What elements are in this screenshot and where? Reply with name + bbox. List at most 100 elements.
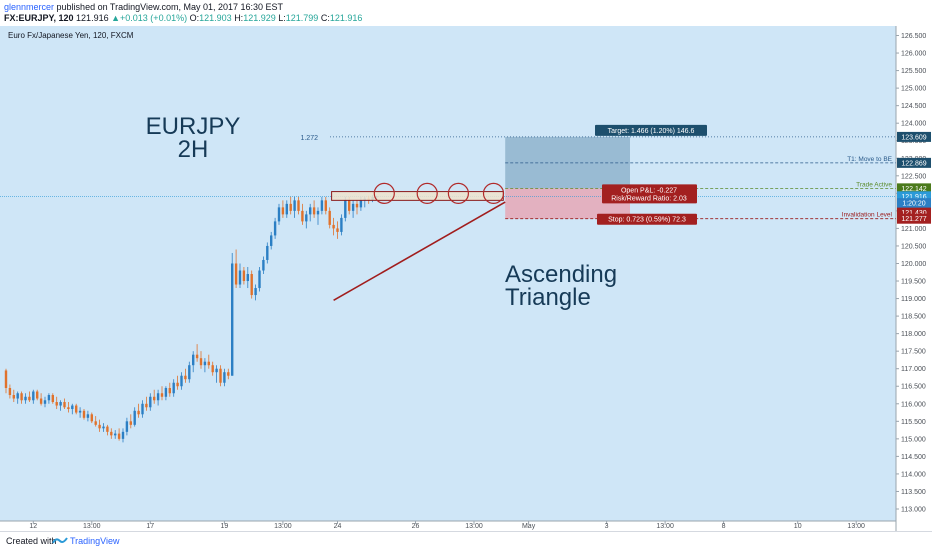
- candle-body: [203, 361, 207, 366]
- price-badge: [897, 198, 931, 209]
- candle-body: [43, 400, 47, 404]
- candle-body: [285, 203, 288, 215]
- candle-body: [246, 274, 249, 282]
- candle-body: [20, 393, 23, 401]
- price-tick-label: 119.500: [901, 279, 926, 286]
- plot-area[interactable]: [0, 26, 896, 521]
- candle-body: [289, 203, 292, 211]
- candle-body: [336, 228, 339, 232]
- ascending-trendline: [333, 201, 506, 302]
- candle-body: [16, 393, 19, 399]
- pnl-label-box: [602, 184, 697, 204]
- price-badge-label: 122.869: [901, 160, 926, 167]
- price-axis[interactable]: [896, 26, 932, 531]
- level-label: T1: Move to BE: [847, 156, 892, 163]
- high-label: H:: [234, 13, 244, 23]
- candle-body: [297, 200, 300, 211]
- time-tick-label: 17: [146, 523, 154, 530]
- symbol-label: FX:EURJPY, 120: [4, 13, 74, 23]
- price-tick-label: 125.500: [901, 68, 926, 75]
- time-tick-label: 19: [221, 523, 229, 530]
- candle-body: [254, 288, 257, 296]
- target-label: Target: 1.466 (1.20%) 146.6: [608, 128, 695, 135]
- candle-body: [328, 210, 331, 225]
- price-badge-label: 121.430: [901, 210, 926, 217]
- candle-body: [195, 354, 199, 359]
- candle-body: [231, 263, 234, 376]
- candle-body: [324, 200, 327, 211]
- candle-body: [234, 263, 238, 285]
- candle-body: [305, 214, 308, 222]
- tradingview-brand-link[interactable]: TradingView: [70, 536, 120, 546]
- author-link[interactable]: glennmercer: [4, 2, 55, 12]
- time-axis[interactable]: [0, 521, 896, 531]
- candle-body: [156, 393, 160, 401]
- candle-body: [316, 210, 320, 215]
- candle-body: [168, 387, 171, 394]
- price-tick-label: 114.500: [901, 454, 926, 461]
- candle-body: [277, 207, 281, 222]
- candle-body: [90, 414, 93, 422]
- price-tick-label: 113.500: [901, 489, 926, 496]
- price-tick-label: 117.000: [901, 366, 926, 373]
- candle-body: [82, 410, 86, 418]
- candle-body: [211, 365, 214, 373]
- touch-circle: [416, 182, 438, 204]
- candle-body: [117, 433, 121, 439]
- candle-body: [129, 421, 132, 425]
- candle-body: [320, 200, 324, 211]
- candle-body: [160, 393, 164, 397]
- price-tick-label: 115.000: [901, 436, 926, 443]
- candle-body: [125, 421, 129, 432]
- candle-body: [351, 203, 355, 211]
- candle-body: [258, 270, 261, 289]
- time-tick-label: 13:00: [847, 523, 865, 530]
- time-tick-label: 13:00: [656, 523, 674, 530]
- candle-body: [63, 402, 66, 408]
- candle-body: [172, 382, 175, 394]
- fib-level-label: 1.272: [300, 135, 318, 142]
- price-tick-label: 126.500: [901, 33, 926, 40]
- price-badge: [897, 131, 931, 142]
- candle-body: [273, 221, 277, 236]
- price-chart[interactable]: 1.272 T1: Move to BE Trade Active Invalidat…: [0, 26, 932, 531]
- candle-body: [4, 370, 8, 388]
- candle-body: [340, 217, 343, 232]
- price-badge-label: 121.916: [901, 194, 926, 201]
- candle-body: [301, 210, 304, 222]
- publish-line: glennmercer published on TradingView.com…: [4, 2, 283, 12]
- candle-body: [67, 407, 70, 410]
- candle-body: [344, 200, 347, 218]
- open-label: O:: [189, 13, 200, 23]
- candle-body: [137, 410, 140, 415]
- candle-body: [250, 274, 253, 296]
- candle-body: [215, 368, 218, 373]
- candle-body: [281, 207, 285, 215]
- low-value: 121.799: [285, 13, 319, 23]
- candle-body: [55, 402, 58, 406]
- candle-body: [184, 375, 187, 380]
- touch-circle: [373, 182, 395, 204]
- price-tick-label: 116.000: [901, 401, 926, 408]
- price-tick-label: 125.000: [901, 86, 926, 93]
- price-tick-label: 126.000: [901, 51, 926, 58]
- candle-body: [359, 200, 363, 208]
- candle-body: [71, 405, 74, 410]
- price-tick-label: 114.000: [901, 471, 926, 478]
- candle-body: [145, 403, 148, 408]
- open-value: 121.903: [199, 13, 232, 23]
- time-tick-label: 24: [334, 523, 342, 530]
- price-badge-label: 1:20:20: [902, 201, 925, 208]
- candle-body: [75, 405, 78, 413]
- candle-body: [270, 235, 273, 246]
- high-value: 121.929: [243, 13, 276, 23]
- price-badge: [897, 183, 931, 194]
- price-tick-label: 113.000: [901, 507, 926, 514]
- candle-body: [102, 426, 105, 429]
- publish-info: published on TradingView.com, May 01, 20…: [56, 2, 284, 12]
- candle-body: [121, 431, 125, 439]
- candle-body: [242, 270, 246, 282]
- stop-label: Stop: 0.723 (0.59%) 72.3: [608, 217, 686, 224]
- pattern-label-line1: Ascending: [505, 261, 617, 288]
- candle-body: [98, 424, 101, 429]
